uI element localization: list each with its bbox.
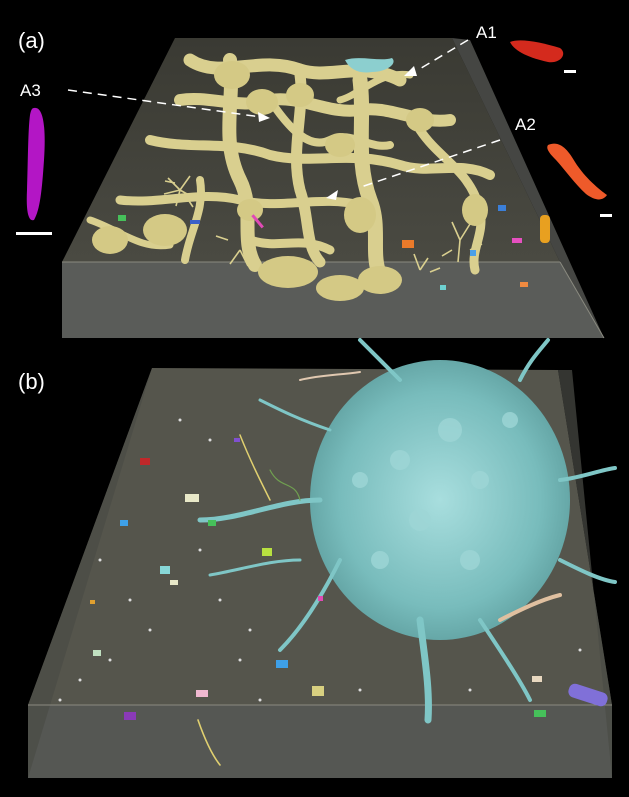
particles-b: [58, 418, 582, 702]
small-objects-a: [118, 205, 550, 290]
callout-a3: A3: [20, 81, 41, 100]
panel-label-a: (a): [18, 28, 45, 53]
small-objects-b: [90, 438, 608, 720]
scale-bar-a3: [16, 232, 52, 235]
neuron-somata: [92, 61, 488, 301]
organelle-a1: [510, 40, 564, 63]
callout-arrowheads: [258, 66, 417, 200]
neurites-b: [197, 371, 562, 766]
callout-a1: A1: [476, 23, 497, 42]
callout-a2: A2: [515, 115, 536, 134]
panel-label-b: (b): [18, 369, 45, 394]
astrocyte: [197, 338, 617, 724]
organelle-a2: [547, 143, 607, 200]
callout-lines: [67, 39, 501, 189]
scale-bar-a2: [600, 214, 612, 217]
dendrite-tufts: [163, 175, 483, 273]
organelle-a3: [26, 107, 45, 221]
astrocyte-fragment-a: [345, 58, 394, 73]
scale-bar-a1: [564, 70, 576, 73]
